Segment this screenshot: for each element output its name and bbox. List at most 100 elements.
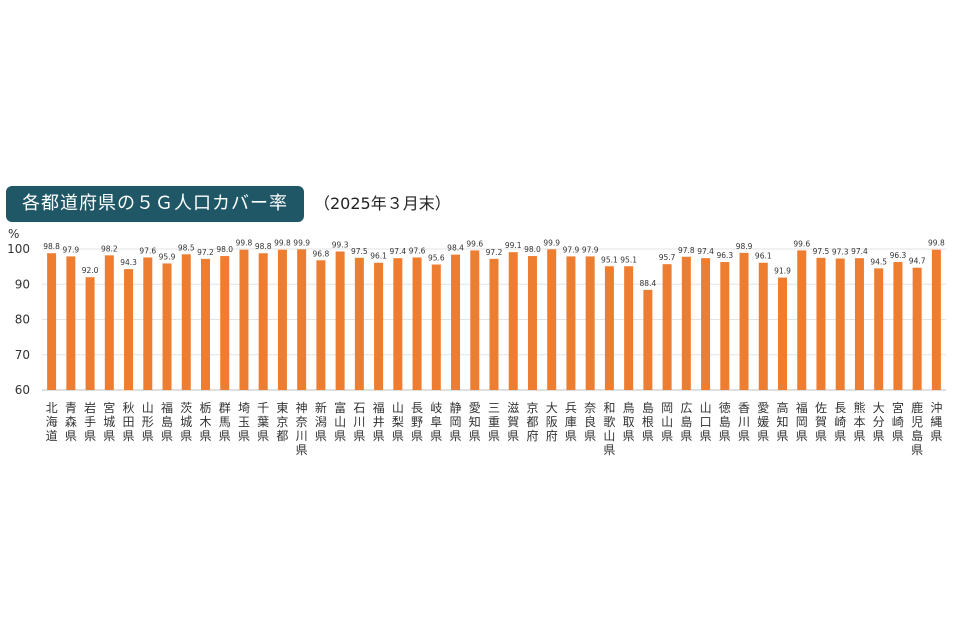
x-tick-label: 高知県 — [777, 400, 789, 443]
value-label: 95.1 — [601, 255, 618, 264]
value-label: 98.0 — [216, 245, 233, 254]
x-tick-label: 佐賀県 — [815, 401, 827, 443]
x-tick-label: 兵庫県 — [565, 401, 577, 443]
x-tick-label: 滋賀県 — [507, 401, 519, 443]
value-label: 94.5 — [870, 257, 887, 266]
x-tick-label: 大分県 — [873, 401, 885, 443]
value-label: 94.3 — [120, 258, 137, 267]
bar — [585, 256, 595, 390]
bar — [374, 262, 384, 390]
x-tick-label: 香川県 — [738, 401, 750, 443]
value-label: 95.9 — [159, 252, 176, 261]
value-label: 91.9 — [774, 267, 791, 276]
value-label: 97.6 — [409, 246, 426, 255]
bar — [143, 257, 153, 390]
y-axis-label: % — [8, 227, 19, 241]
value-label: 97.9 — [582, 245, 599, 254]
x-tick-label: 宮城県 — [103, 400, 115, 443]
bar — [181, 254, 191, 390]
x-tick-label: 長崎県 — [834, 401, 846, 443]
value-label: 97.2 — [486, 248, 503, 257]
value-label: 99.3 — [332, 240, 349, 249]
value-label: 98.9 — [736, 242, 753, 251]
value-label: 97.8 — [678, 246, 695, 255]
bar — [277, 249, 287, 390]
x-tick-label: 愛媛県 — [757, 401, 769, 443]
bar — [835, 258, 845, 390]
y-tick-label: 70 — [15, 348, 30, 362]
value-label: 96.1 — [370, 252, 387, 261]
bar — [239, 249, 249, 390]
bar — [124, 269, 134, 390]
y-axis: % 60 70 80 90 100 — [7, 227, 30, 397]
bar — [720, 262, 730, 390]
bar — [854, 258, 864, 390]
bar — [874, 268, 884, 390]
x-tick-label: 大阪府 — [546, 401, 558, 443]
value-label: 98.0 — [524, 245, 541, 254]
value-label: 96.3 — [716, 251, 733, 260]
x-tick-label: 静岡県 — [450, 401, 462, 443]
bar — [739, 252, 749, 390]
value-label: 97.9 — [563, 245, 580, 254]
value-label: 97.9 — [62, 245, 79, 254]
x-tick-label: 福井県 — [373, 400, 385, 443]
x-tick-label: 福岡県 — [796, 400, 808, 443]
x-tick-label: 千葉県 — [257, 401, 269, 443]
y-tick-label: 90 — [15, 277, 30, 291]
x-tick-label: 岐阜県 — [430, 401, 442, 443]
value-label: 98.8 — [43, 242, 60, 251]
value-label: 99.9 — [543, 238, 560, 247]
x-tick-label: 三重県 — [488, 401, 500, 443]
x-tick-label: 山梨県 — [392, 401, 404, 443]
chart-title: 各都道府県の５Ｇ人口カバー率 — [6, 186, 304, 222]
bar — [335, 251, 345, 390]
x-tick-label: 京都府 — [526, 401, 538, 443]
x-tick-label: 石川県 — [353, 401, 365, 443]
x-tick-label: 沖縄県 — [930, 401, 942, 443]
x-tick-label: 山形県 — [142, 401, 154, 443]
x-tick-label: 埼玉県 — [238, 401, 250, 443]
x-tick-label: 山口県 — [700, 401, 712, 443]
bar — [258, 253, 268, 390]
value-label: 88.4 — [640, 279, 657, 288]
bar — [931, 249, 941, 390]
value-label: 95.7 — [659, 253, 676, 262]
bar — [451, 254, 461, 390]
x-tick-label: 岩手県 — [84, 400, 96, 443]
value-label: 97.3 — [832, 248, 849, 257]
value-label: 98.5 — [178, 243, 195, 252]
bar — [489, 258, 499, 390]
x-tick-label: 鹿児島県 — [911, 400, 923, 457]
bar — [470, 250, 480, 390]
x-tick-label: 和歌山県 — [603, 401, 615, 457]
value-label: 98.8 — [255, 242, 272, 251]
x-tick-label: 神奈川県 — [296, 401, 308, 457]
value-label: 99.8 — [236, 239, 253, 248]
bar — [547, 249, 557, 390]
x-tick-label: 長野県 — [411, 401, 423, 443]
x-tick-label: 徳島県 — [719, 400, 731, 443]
x-tick-labels: 北海道青森県岩手県宮城県秋田県山形県福島県茨城県栃木県群馬県埼玉県千葉県東京都神… — [46, 400, 943, 457]
value-label: 96.1 — [755, 252, 772, 261]
value-label: 97.4 — [697, 247, 714, 256]
bar — [758, 262, 768, 390]
x-tick-label: 島根県 — [642, 400, 654, 443]
value-label: 95.6 — [428, 254, 445, 263]
x-tick-label: 茨城県 — [180, 401, 192, 443]
bar — [200, 258, 210, 390]
value-label: 98.4 — [447, 244, 464, 253]
x-tick-label: 福島県 — [161, 400, 173, 443]
value-label: 94.7 — [909, 257, 926, 266]
x-tick-label: 秋田県 — [123, 401, 135, 443]
bar — [527, 256, 537, 390]
bar — [508, 252, 518, 390]
bar — [431, 264, 441, 390]
bar — [566, 256, 576, 390]
x-tick-label: 宮崎県 — [892, 400, 904, 443]
bar — [604, 266, 614, 390]
value-label: 97.4 — [389, 247, 406, 256]
y-tick-label: 100 — [7, 242, 30, 256]
value-label: 99.8 — [928, 239, 945, 248]
